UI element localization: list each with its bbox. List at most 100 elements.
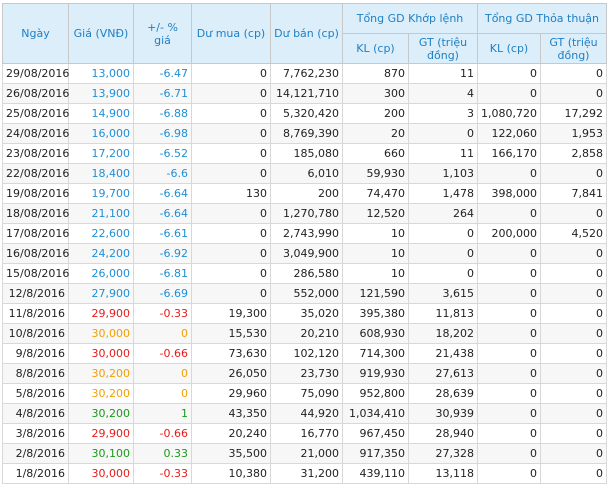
table-cell: 23,730 [270,363,343,384]
header-cell: KL (cp) [342,33,409,64]
table-cell: -0.33 [133,303,192,324]
table-header: Ngày Giá (VNĐ) +/- % giá Dư mua (cp) Dư … [2,3,607,64]
table-cell: 1,103 [408,163,478,184]
table-cell: 200 [342,103,409,124]
table-cell: 20,210 [270,323,343,344]
table-cell: 4 [408,83,478,104]
table-cell: 10/8/2016 [2,323,69,344]
header-cell: +/- % giá [133,3,192,64]
table-cell: 2,858 [540,143,607,164]
table-cell: 13,900 [68,83,134,104]
table-cell: 0 [540,403,607,424]
table-row: 5/8/2016 30,200 0 29,960 75,090 952,800 28,639… [2,383,607,404]
table-cell: 185,080 [270,143,343,164]
table-cell: 967,450 [342,423,409,444]
table-cell: 130 [191,183,271,204]
table-cell: 3,049,900 [270,243,343,264]
table-cell: 17/08/2016 [2,223,69,244]
table-cell: 0 [540,163,607,184]
table-cell: 0.33 [133,443,192,464]
header-cell: Tổng GD Khớp lệnh [342,3,478,34]
table-cell: 0 [191,283,271,304]
table-cell: 660 [342,143,409,164]
table-cell: 8,769,390 [270,123,343,144]
table-cell: 27,613 [408,363,478,384]
header-cell: Dư mua (cp) [191,3,271,64]
table-cell: 300 [342,83,409,104]
table-cell: 15,530 [191,323,271,344]
table-cell: 31,200 [270,463,343,484]
table-cell: 30,200 [68,403,134,424]
table-cell: 74,470 [342,183,409,204]
table-cell: 398,000 [477,183,541,204]
table-cell: 0 [477,83,541,104]
table-cell: 0 [540,283,607,304]
table-cell: 27,900 [68,283,134,304]
table-cell: 9/8/2016 [2,343,69,364]
table-cell: 21,100 [68,203,134,224]
table-cell: 29,900 [68,303,134,324]
table-cell: 29,960 [191,383,271,404]
table-cell: 0 [477,303,541,324]
table-cell: 10,380 [191,463,271,484]
table-cell: -6.61 [133,223,192,244]
table-cell: 12,520 [342,203,409,224]
table-cell: 12/8/2016 [2,283,69,304]
table-cell: 10 [342,263,409,284]
table-cell: 15/08/2016 [2,263,69,284]
table-cell: 10 [342,243,409,264]
table-cell: -6.88 [133,103,192,124]
table-cell: 0 [191,243,271,264]
table-cell: 0 [477,163,541,184]
table-row: 22/08/2016 18,400 -6.6 0 6,010 59,930 1,103 0 0 [2,163,607,184]
table-cell: 24/08/2016 [2,123,69,144]
table-cell: 18/08/2016 [2,203,69,224]
table-cell: 0 [477,463,541,484]
table-cell: 1,478 [408,183,478,204]
table-cell: 200 [270,183,343,204]
table-cell: 18,400 [68,163,134,184]
table-cell: 16/08/2016 [2,243,69,264]
table-cell: 30,000 [68,463,134,484]
table-cell: 1,080,720 [477,103,541,124]
table-cell: 16,000 [68,123,134,144]
table-cell: 1/8/2016 [2,463,69,484]
table-row: 26/08/2016 13,900 -6.71 0 14,121,710 300 4 0 0 [2,83,607,104]
table-cell: 0 [477,283,541,304]
table-cell: 29/08/2016 [2,63,69,84]
table-cell: 1,034,410 [342,403,409,424]
table-cell: 7,841 [540,183,607,204]
table-cell: 25/08/2016 [2,103,69,124]
table-cell: -6.6 [133,163,192,184]
table-body: 29/08/2016 13,000 -6.47 0 7,762,230 870 11 0 0 26… [2,63,607,484]
table-cell: 17,200 [68,143,134,164]
header-cell: GT (triệu đồng) [408,33,478,64]
table-cell: 0 [408,123,478,144]
table-cell: 3,615 [408,283,478,304]
table-row: 4/8/2016 30,200 1 43,350 44,920 1,034,410 30,9… [2,403,607,424]
table-cell: 286,580 [270,263,343,284]
header-cell: KL (cp) [477,33,541,64]
table-cell: 0 [540,363,607,384]
table-cell: 23/08/2016 [2,143,69,164]
table-cell: 1,953 [540,123,607,144]
table-row: 10/8/2016 30,000 0 15,530 20,210 608,930 18,20… [2,323,607,344]
table-cell: 43,350 [191,403,271,424]
table-cell: 19/08/2016 [2,183,69,204]
table-cell: 0 [540,263,607,284]
table-cell: 29,900 [68,423,134,444]
table-cell: 0 [191,63,271,84]
table-cell: 16,770 [270,423,343,444]
table-row: 19/08/2016 19,700 -6.64 130 200 74,470 1,478 39… [2,183,607,204]
table-cell: 35,020 [270,303,343,324]
table-cell: 0 [408,243,478,264]
table-cell: 166,170 [477,143,541,164]
table-cell: 28,639 [408,383,478,404]
header-cell: Dư bán (cp) [270,3,343,64]
table-cell: 0 [133,323,192,344]
table-cell: 30,939 [408,403,478,424]
table-cell: 0 [191,263,271,284]
table-cell: 0 [540,243,607,264]
table-cell: -0.33 [133,463,192,484]
